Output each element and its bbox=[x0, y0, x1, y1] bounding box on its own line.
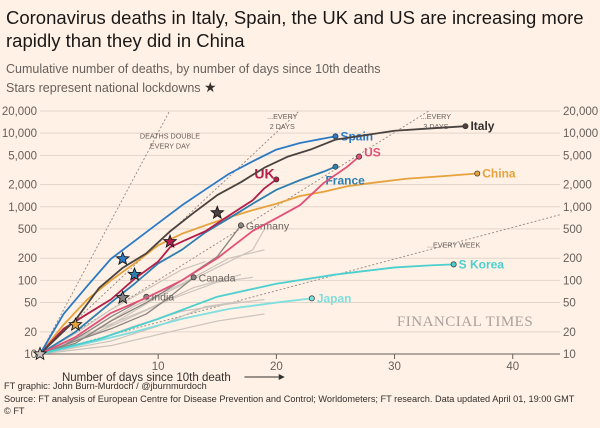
series-line-uk bbox=[39, 178, 277, 355]
y-tick-label-right: 5,000 bbox=[563, 150, 592, 162]
reference-line-label: 3 DAYS bbox=[423, 122, 448, 131]
source-line: Source: FT analysis of European Centre f… bbox=[4, 394, 575, 404]
y-tick-label-left: 10,000 bbox=[2, 128, 37, 140]
y-tick-label-right: 1,000 bbox=[563, 202, 592, 214]
series-line-italy bbox=[39, 125, 466, 355]
lockdown-star bbox=[209, 205, 225, 220]
y-tick-label-left: 20,000 bbox=[2, 106, 37, 118]
reference-line-label: 2 DAYS bbox=[270, 122, 295, 131]
series-line-japan bbox=[39, 297, 312, 355]
series-label: S Korea bbox=[459, 257, 505, 271]
star-icon: ★ bbox=[204, 79, 217, 95]
lockdown-star bbox=[68, 316, 83, 332]
x-tick-label: 40 bbox=[506, 361, 519, 373]
series-label: India bbox=[151, 292, 174, 304]
reference-line-label: DEATHS DOUBLE bbox=[140, 131, 200, 140]
y-tick-label-right: 200 bbox=[563, 253, 582, 265]
y-tick-label-left: 1,000 bbox=[8, 202, 37, 214]
x-axis-arrow-head bbox=[278, 374, 285, 380]
y-tick-label-right: 10 bbox=[563, 349, 576, 361]
y-tick-label-left: 10 bbox=[24, 349, 37, 361]
series-label: Italy bbox=[470, 119, 494, 133]
reference-line-label: ...EVERY bbox=[267, 112, 297, 121]
series-label: UK bbox=[254, 165, 274, 181]
y-tick-label-left: 2,000 bbox=[8, 180, 37, 192]
chart-lockdown-note: Stars represent national lockdowns ★ bbox=[6, 79, 217, 96]
y-tick-label-right: 500 bbox=[563, 224, 582, 236]
copyright-line: © FT bbox=[4, 406, 25, 416]
series-label: Japan bbox=[317, 291, 352, 305]
series-end-marker bbox=[332, 133, 339, 140]
y-tick-label-left: 200 bbox=[18, 253, 37, 265]
lockdown-star bbox=[115, 290, 131, 305]
background-country-line bbox=[39, 313, 265, 355]
series-line-s-korea bbox=[39, 263, 454, 355]
series-end-marker bbox=[356, 153, 363, 160]
series-line-spain bbox=[39, 135, 336, 355]
y-tick-label-left: 500 bbox=[18, 224, 37, 236]
series-line-germany bbox=[39, 224, 242, 355]
series-end-marker bbox=[190, 274, 197, 281]
y-tick-label-left: 100 bbox=[18, 275, 37, 287]
series-line-us bbox=[39, 155, 360, 355]
series-end-marker bbox=[332, 163, 339, 170]
reference-line bbox=[39, 110, 170, 355]
lockdown-star bbox=[162, 233, 178, 249]
x-axis-label: Number of days since 10th death bbox=[62, 372, 231, 384]
series-label: Canada bbox=[199, 272, 236, 284]
y-tick-label-right: 10,000 bbox=[563, 128, 598, 140]
reference-line-label: ...EVERY bbox=[421, 112, 451, 121]
series-end-marker bbox=[237, 222, 244, 229]
y-tick-label-left: 20 bbox=[24, 327, 37, 339]
chart-subtitle: Cumulative number of deaths, by number o… bbox=[6, 62, 381, 76]
reference-line bbox=[39, 214, 561, 355]
chart-title: Coronavirus deaths in Italy, Spain, the … bbox=[6, 7, 584, 51]
series-end-marker bbox=[462, 123, 469, 130]
series-line-france bbox=[39, 165, 336, 355]
series-label: US bbox=[364, 146, 381, 160]
y-tick-label-left: 5,000 bbox=[8, 150, 37, 162]
reference-line-label: ...EVERY WEEK bbox=[427, 240, 480, 249]
background-country-line bbox=[39, 261, 206, 355]
y-tick-label-right: 100 bbox=[563, 275, 582, 287]
x-tick-label: 10 bbox=[152, 361, 165, 373]
y-tick-label-left: 50 bbox=[24, 298, 37, 310]
lockdown-note-text: Stars represent national lockdowns bbox=[6, 81, 201, 95]
series-end-marker bbox=[273, 176, 280, 183]
y-tick-label-right: 20 bbox=[563, 327, 576, 339]
lockdown-star bbox=[32, 346, 48, 361]
ft-watermark: FINANCIAL TIMES bbox=[397, 314, 533, 330]
series-end-marker bbox=[308, 295, 315, 302]
series-line-canada bbox=[39, 276, 195, 355]
y-tick-label-right: 2,000 bbox=[563, 180, 592, 192]
lockdown-star bbox=[115, 251, 131, 266]
x-tick-label: 30 bbox=[388, 361, 401, 373]
series-label: China bbox=[482, 167, 516, 181]
series-end-marker bbox=[474, 170, 481, 177]
reference-line-label: EVERY DAY bbox=[150, 141, 191, 150]
series-line-china bbox=[39, 172, 478, 355]
x-tick-label: 20 bbox=[270, 361, 283, 373]
lockdown-star bbox=[127, 266, 142, 281]
series-end-marker bbox=[450, 261, 457, 268]
y-tick-label-right: 20,000 bbox=[563, 106, 598, 118]
credit-line: FT graphic: John Burn-Murdoch / @jburnmu… bbox=[4, 381, 207, 391]
y-tick-label-right: 50 bbox=[563, 298, 576, 310]
series-label: France bbox=[325, 174, 365, 188]
